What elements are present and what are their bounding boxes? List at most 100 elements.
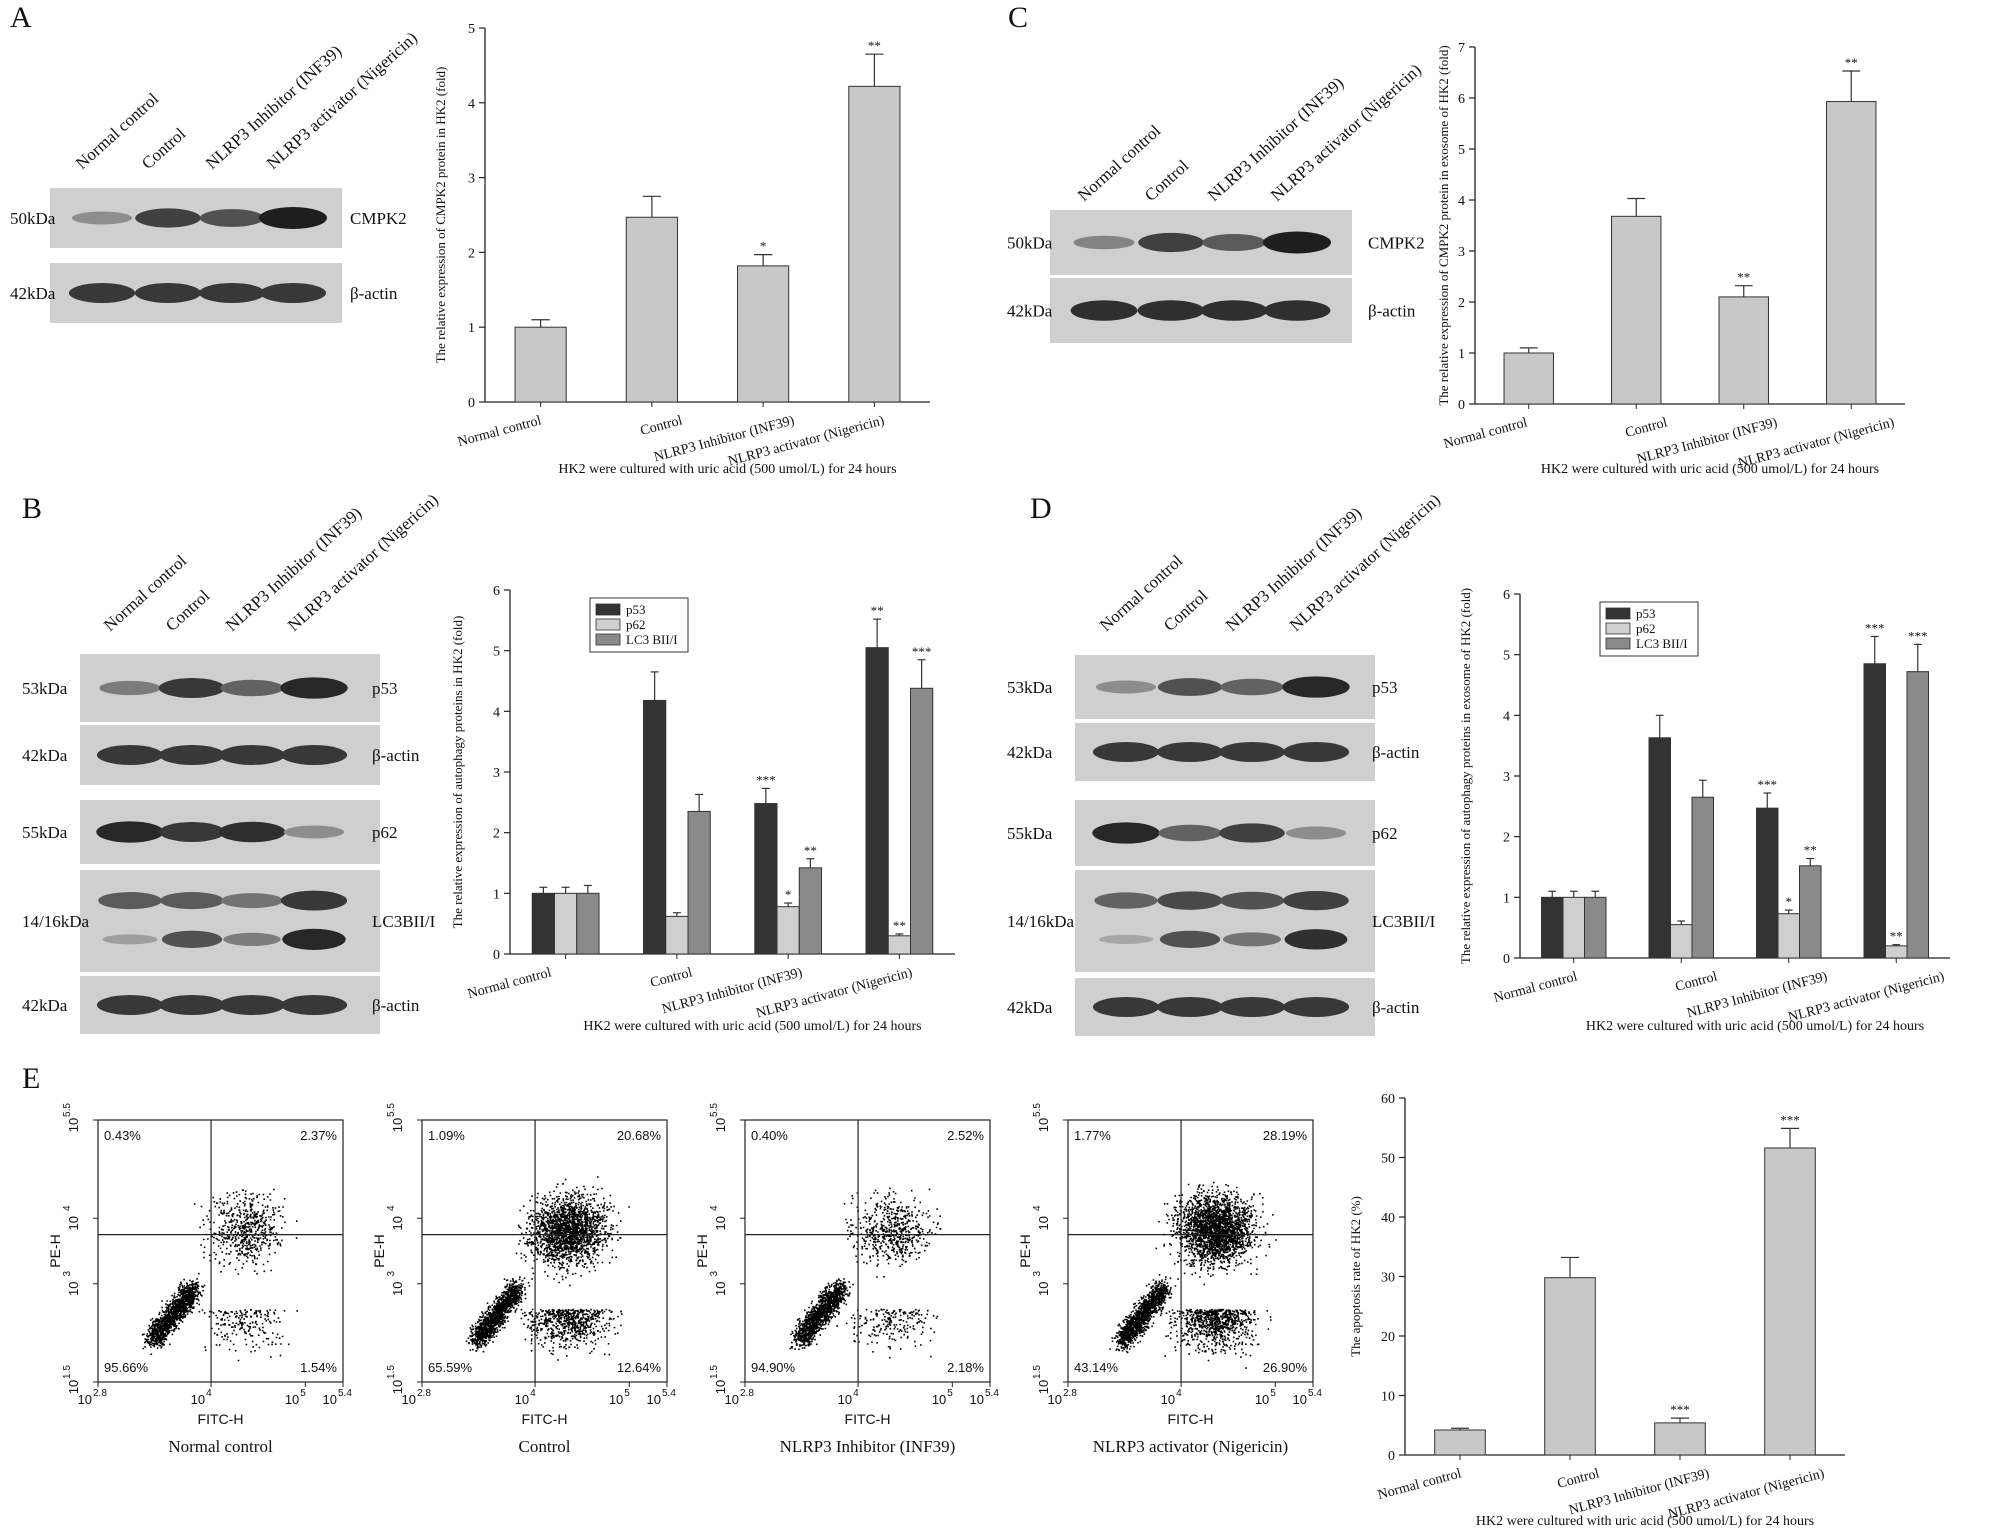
bar	[1885, 945, 1908, 959]
flow-y-tick-exp: 5.5	[386, 1103, 397, 1117]
blot-band	[1156, 742, 1224, 762]
significance-mark: *	[1786, 894, 1793, 909]
flow-x-tick-base: 10	[1255, 1392, 1269, 1407]
bar	[1718, 296, 1769, 405]
bar	[687, 810, 711, 955]
bar	[865, 647, 889, 955]
legend-label: p53	[626, 602, 646, 617]
significance-mark: ***	[1758, 777, 1778, 792]
blot-kda-label: 42kDa	[10, 284, 56, 303]
blot-band	[1202, 233, 1266, 252]
bar	[1777, 913, 1800, 959]
blot-band	[259, 207, 327, 229]
flow-y-tick-base: 10	[390, 1380, 405, 1394]
flow-y-tick-base: 10	[390, 1282, 405, 1296]
blot-kda-label: 42kDa	[22, 746, 68, 765]
quadrant-ul: 1.77%	[1074, 1128, 1111, 1143]
flow-x-axis-title: FITC-H	[1168, 1411, 1214, 1427]
bar	[576, 892, 600, 955]
legend-label: LC3 BII/I	[626, 632, 678, 647]
blot-band	[283, 825, 345, 839]
flow-events	[789, 1187, 942, 1359]
bar	[625, 216, 678, 403]
flow-y-tick-base: 10	[66, 1380, 81, 1394]
bar	[1691, 796, 1714, 959]
flow-plot-frame	[421, 1119, 668, 1383]
y-tick-label: 6	[493, 584, 500, 599]
blot-band	[134, 283, 202, 303]
flow-y-tick-base: 10	[713, 1282, 728, 1296]
y-tick-label: 0	[1388, 1449, 1395, 1464]
y-tick-label: 0	[468, 396, 475, 411]
blot-band	[1218, 997, 1286, 1017]
y-tick-label: 3	[1458, 245, 1465, 260]
x-category-label: Normal control	[466, 965, 553, 1002]
blot-protein-label: p53	[1372, 678, 1398, 697]
blot-band	[259, 283, 327, 303]
flow-y-tick-base: 10	[66, 1118, 81, 1132]
flow-y-axis-title: PE-H	[371, 1234, 387, 1267]
flow-y-tick-base: 10	[1036, 1216, 1051, 1230]
blot-kda-label: 14/16kDa	[22, 912, 90, 931]
x-axis-title: HK2 were cultured with uric acid (500 um…	[1476, 1514, 1814, 1529]
blot-protein-label: CMPK2	[1368, 234, 1425, 253]
flow-events	[141, 1188, 298, 1362]
flow-plot-1: 0.43% 2.37%95.66% 1.54%10 2.8 10 4 10 5 10 5.4101…	[47, 1103, 352, 1456]
flow-x-axis-title: FITC-H	[522, 1411, 568, 1427]
legend-swatch	[1605, 607, 1631, 620]
significance-mark: ***	[1908, 628, 1928, 643]
blot-band	[1218, 742, 1286, 762]
y-tick-label: 0	[1503, 952, 1510, 967]
x-category-label: Control	[649, 965, 694, 991]
flow-y-tick-base: 10	[66, 1282, 81, 1296]
panel-letter-a: A	[10, 1, 32, 34]
blot-kda-label: 42kDa	[1007, 743, 1053, 762]
blot-band	[280, 995, 348, 1015]
flow-y-tick-exp: 3	[386, 1271, 397, 1277]
x-axis-title: HK2 were cultured with uric acid (500 um…	[1586, 1019, 1924, 1034]
legend-label: p62	[626, 617, 646, 632]
blot-kda-label: 14/16kDa	[1007, 912, 1075, 931]
y-tick-label: 1	[1458, 347, 1465, 362]
quadrant-ur: 2.52%	[947, 1128, 984, 1143]
flow-y-tick-base: 10	[390, 1216, 405, 1230]
blot-protein-label: p62	[372, 823, 398, 842]
blot-band-lower	[282, 928, 346, 950]
quadrant-ll: 65.59%	[428, 1360, 473, 1375]
flow-x-axis-title: FITC-H	[198, 1411, 244, 1427]
blot-band	[1282, 676, 1350, 698]
significance-mark: **	[1890, 929, 1903, 944]
bar	[1756, 807, 1779, 959]
blot-band	[280, 745, 348, 765]
y-tick-label: 30	[1381, 1271, 1395, 1286]
blot-band	[99, 680, 161, 696]
blot-band	[98, 892, 162, 910]
bar	[1826, 101, 1877, 405]
blot-band	[1138, 232, 1204, 253]
blot-band	[160, 892, 224, 910]
blot-protein-label: p62	[1372, 824, 1398, 843]
blot-protein-label: p53	[372, 679, 398, 698]
flow-x-tick-base: 10	[78, 1392, 92, 1407]
flow-x-tick-exp: 5	[300, 1388, 306, 1399]
blot-kda-label: 50kDa	[1007, 234, 1053, 253]
panel-letter-c: C	[1008, 1, 1028, 34]
flow-events	[465, 1176, 630, 1361]
flow-plot-frame	[1067, 1119, 1314, 1383]
flow-y-tick-base: 10	[66, 1216, 81, 1230]
blot-band-lower	[223, 932, 281, 946]
blot-protein-label: β-actin	[372, 746, 420, 765]
x-category-label: Control	[639, 413, 684, 439]
significance-mark: ***	[1670, 1402, 1690, 1417]
flow-y-tick-exp: 5.5	[709, 1103, 720, 1117]
blot-band	[1092, 822, 1160, 844]
flow-y-tick-exp: 1.5	[1032, 1365, 1043, 1379]
flow-x-tick-exp: 2.8	[93, 1388, 107, 1399]
blot-band	[280, 890, 348, 911]
blot-band	[1282, 742, 1350, 762]
flow-x-tick-exp: 5	[947, 1388, 953, 1399]
bar	[1654, 1422, 1706, 1456]
